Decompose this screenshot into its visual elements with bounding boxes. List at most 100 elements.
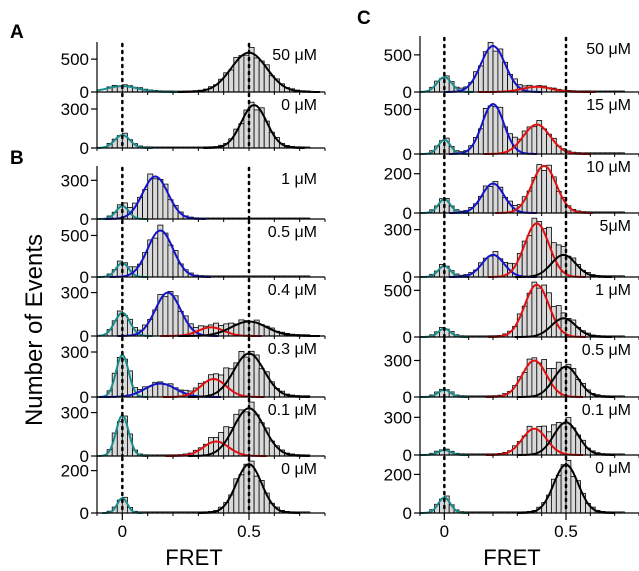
y-tick-label: 300 (61, 100, 89, 119)
histogram-bar (238, 474, 245, 514)
y-tick-label: 300 (384, 408, 412, 427)
y-tick-label: 0 (80, 83, 89, 102)
gaussian-fit-low (444, 44, 542, 93)
concentration-label: 0.3 μM (268, 341, 317, 358)
x-tick-label: 0.5 (554, 522, 578, 541)
histogram-bar (555, 474, 562, 514)
y-tick-label: 300 (61, 404, 89, 423)
histogram-bar (521, 372, 528, 398)
left-subplot-6: 0 300 0.1 μM (61, 397, 326, 466)
histogram-bar (162, 296, 169, 337)
histogram-bar (536, 221, 543, 278)
histogram-bar (492, 106, 499, 155)
y-tick-label: 300 (384, 221, 412, 240)
concentration-label: 1 μM (281, 171, 317, 188)
y-tick-label: 0 (80, 388, 89, 407)
right-subplot-6: 0 300 0.1 μM (384, 397, 639, 465)
histogram-bar (258, 368, 265, 398)
histogram-bar (253, 109, 260, 149)
y-tick-label: 0 (403, 145, 412, 164)
y-tick-label: 0 (403, 83, 412, 102)
concentration-label: 0.4 μM (268, 282, 317, 299)
histogram-bar (536, 362, 543, 398)
right-subplot-2: 0 200 10 μM (384, 154, 639, 223)
histogram-bar (162, 232, 169, 278)
x-axis-title-c: FRET (483, 545, 540, 570)
histogram-bar (531, 428, 538, 456)
concentration-label: 0 μM (281, 97, 317, 114)
histogram-bar (238, 55, 245, 93)
concentration-label: 0.5 μM (582, 342, 631, 359)
histogram-bar (167, 290, 174, 337)
x-tick-label: 0.5 (237, 522, 261, 541)
right-subplot-4: 0 500 1 μM (384, 277, 639, 347)
left-subplot-5: 0 300 0.3 μM (61, 336, 326, 407)
y-tick-label: 0 (403, 446, 412, 465)
gaussian-fit-mid (483, 123, 591, 155)
gaussian-fit-mid (495, 164, 593, 214)
histogram-bar (546, 226, 552, 278)
right-subplot-7: 0 200 0 μM 0 0.5 (384, 455, 639, 541)
gaussian-fit-mid (488, 283, 586, 338)
concentration-label: 0 μM (281, 461, 317, 478)
panel-label-a: A (10, 22, 24, 43)
y-tick-label: 200 (61, 462, 89, 481)
y-tick-label: 500 (61, 50, 89, 69)
y-tick-label: 0 (403, 328, 412, 347)
histogram-bar (121, 315, 128, 337)
y-tick-label: 500 (384, 100, 412, 119)
y-tick-label: 0 (403, 268, 412, 287)
y-tick-label: 0 (80, 139, 89, 158)
y-tick-label: 0 (80, 210, 89, 229)
panel-label-c: C (357, 8, 371, 29)
left-subplot-7: 0 200 0 μM 0 0.5 (61, 456, 326, 541)
histogram-bar (536, 287, 543, 338)
right-subplot-3: 0 300 5μM (384, 213, 639, 287)
histogram-bar (157, 224, 164, 278)
panel-label-b: B (10, 148, 24, 169)
concentration-label: 0.5 μM (268, 224, 317, 241)
histogram-bar (243, 356, 250, 398)
histogram-bar (157, 178, 164, 220)
y-axis-title: Number of Events (21, 234, 48, 426)
histogram-bar (526, 235, 533, 278)
gaussian-fit-mid (488, 222, 586, 278)
histogram-bar (167, 244, 174, 278)
concentration-label: 50 μM (272, 47, 317, 64)
y-tick-label: 500 (61, 226, 89, 245)
histogram-bar (531, 357, 538, 398)
x-tick-label: 0 (118, 522, 127, 541)
left-subplot-0: 0 500 50 μM (61, 42, 326, 102)
histogram-bar (152, 178, 159, 220)
left-subplot-4: 0 300 0.4 μM (61, 277, 326, 346)
concentration-label: 0.1 μM (268, 402, 317, 419)
histogram-bar (253, 414, 260, 457)
y-tick-label: 0 (80, 268, 89, 287)
y-tick-label: 0 (80, 327, 89, 346)
y-tick-label: 500 (384, 46, 412, 65)
y-tick-label: 500 (384, 281, 412, 300)
histogram-bar (162, 384, 169, 398)
y-tick-label: 0 (403, 204, 412, 223)
histogram-bar (555, 244, 562, 278)
histogram-bar (541, 169, 548, 214)
histogram-bar (258, 60, 265, 93)
histogram-bar (487, 105, 494, 155)
gaussian-fit-low (449, 102, 537, 155)
y-tick-label: 300 (61, 284, 89, 303)
concentration-label: 10 μM (586, 159, 631, 176)
concentration-label: 5μM (600, 218, 631, 235)
concentration-label: 0.1 μM (582, 402, 631, 419)
concentration-label: 15 μM (586, 97, 631, 114)
gaussian-fit-mid (485, 427, 583, 456)
histogram-bar (570, 475, 577, 514)
right-subplot-1: 0 500 15 μM (384, 92, 639, 164)
histogram-bar (487, 255, 494, 278)
x-tick-label: 0 (440, 522, 449, 541)
concentration-label: 0 μM (595, 460, 631, 477)
left-subplot-2: 0 300 1 μM (61, 166, 326, 229)
y-tick-label: 0 (403, 504, 412, 523)
histogram-bar (228, 69, 235, 93)
histogram-bar (253, 475, 260, 514)
